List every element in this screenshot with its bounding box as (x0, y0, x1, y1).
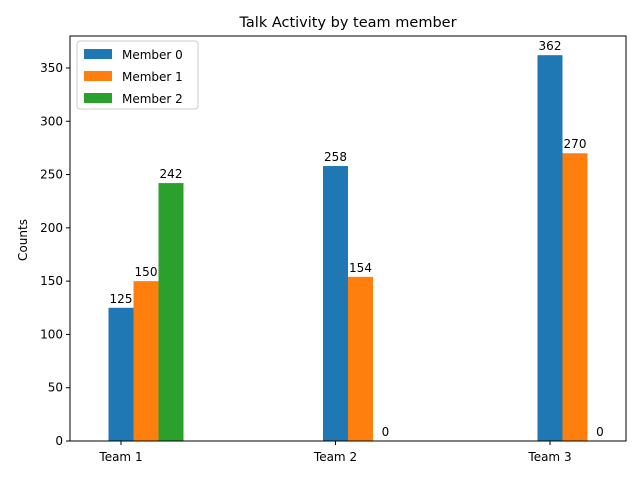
x-tick-label: Team 3 (527, 450, 571, 464)
bar-0-1 (323, 166, 348, 442)
bar-1-1 (348, 276, 373, 441)
y-tick-label: 0 (55, 434, 63, 448)
y-tick-label: 200 (40, 221, 63, 235)
data-label-0-1: 258 (324, 150, 347, 164)
chart-title: Talk Activity by team member (238, 15, 456, 31)
bars-layer (108, 55, 588, 442)
legend-swatch-2 (84, 93, 112, 103)
y-tick-label: 150 (40, 274, 63, 288)
data-label-0-0: 125 (110, 292, 133, 306)
legend-label-0: Member 0 (122, 48, 183, 62)
data-label-2-2: 0 (596, 425, 604, 439)
data-label-2-1: 0 (382, 425, 390, 439)
bar-1-2 (562, 153, 588, 441)
x-tick-label: Team 1 (98, 450, 142, 464)
legend-label-2: Member 2 (122, 92, 183, 106)
y-axis-label: Counts (16, 219, 30, 261)
data-label-0-2: 362 (539, 39, 562, 53)
data-label-1-1: 154 (349, 261, 372, 275)
data-label-2-0: 242 (160, 167, 183, 181)
x-tick-label: Team 2 (313, 450, 357, 464)
plot-frame (69, 35, 627, 442)
bar-0-2 (537, 55, 563, 442)
bar-1-0 (133, 281, 159, 441)
bar-0-0 (108, 307, 134, 441)
y-tick-label: 300 (40, 114, 63, 128)
data-label-1-2: 270 (564, 137, 587, 151)
y-tick-label: 350 (40, 61, 63, 75)
legend-swatch-1 (84, 71, 112, 81)
axes-layer: 0 50 100 150 200 250 300 350 Team 1 Team 2 Team 3 (40, 35, 627, 464)
bar-2-0 (158, 183, 184, 441)
y-tick-label: 100 (40, 327, 63, 341)
data-label-1-0: 150 (135, 265, 158, 279)
y-tick-label: 50 (48, 381, 63, 395)
legend-label-1: Member 1 (122, 70, 183, 84)
legend-swatch-0 (84, 49, 112, 59)
legend: Member 0 Member 1 Member 2 (76, 40, 199, 110)
y-tick-label: 250 (40, 168, 63, 182)
